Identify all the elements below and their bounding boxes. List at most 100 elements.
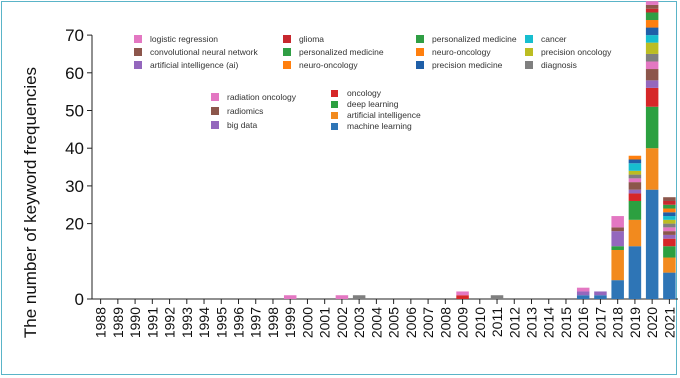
bar-segment [628, 178, 642, 183]
legend-label: radiation oncology [227, 92, 297, 102]
bar-segment [645, 61, 659, 70]
x-tick-label: 1997 [248, 307, 264, 338]
bar-segment [628, 200, 642, 220]
legend-label: precision oncology [541, 47, 612, 57]
x-tick-label: 2000 [299, 307, 315, 338]
legend-label: cancer [541, 34, 567, 44]
legend-swatch [134, 61, 142, 69]
y-tick-label: 30 [65, 177, 84, 196]
legend-swatch [331, 112, 338, 119]
bar-segment [663, 212, 676, 217]
bar-segment [628, 246, 642, 299]
bar-segment [456, 291, 469, 296]
bar-segment [611, 231, 624, 247]
bar-segment [663, 216, 676, 220]
bar-segment [576, 291, 590, 296]
x-tick-label: 1990 [127, 307, 143, 338]
y-tick-label: 60 [65, 64, 84, 83]
legend-label: neuro-oncology [432, 47, 491, 57]
bar-segment [663, 272, 676, 299]
legend-label: radiomics [227, 106, 263, 116]
x-tick-label: 1999 [282, 307, 298, 338]
bar-segment [628, 182, 642, 190]
y-tick-label: 40 [65, 139, 84, 158]
legend-label: big data [227, 120, 258, 130]
x-tick-label: 1996 [231, 307, 247, 338]
bar-segment [645, 80, 659, 88]
bar-segment [594, 295, 607, 299]
legend-label: personalized medicine [432, 34, 517, 44]
x-tick-label: 2010 [472, 307, 488, 338]
legend-swatch [211, 107, 219, 115]
bar-segment [663, 223, 676, 228]
x-tick-label: 2009 [455, 307, 471, 338]
x-tick-label: 2015 [558, 307, 574, 338]
x-tick-label: 1991 [144, 307, 160, 338]
bar-segment [645, 35, 659, 43]
legend-swatch [283, 48, 291, 56]
bar-segment [645, 69, 659, 81]
legend-swatch [211, 121, 219, 129]
bar-segment [645, 189, 659, 299]
x-tick-label: 1989 [110, 307, 126, 338]
x-tick-label: 2012 [506, 307, 522, 338]
x-tick-label: 2016 [575, 307, 591, 338]
bar-segment [628, 219, 642, 247]
bar-segment [663, 231, 676, 235]
legend-label: precision medicine [432, 60, 503, 70]
legend-label: logistic regression [150, 34, 218, 44]
y-tick-label: 20 [65, 215, 84, 234]
legend-swatch [211, 93, 219, 101]
bar-segment [663, 200, 676, 205]
bar-segment [628, 193, 642, 201]
bar-segment [645, 12, 659, 21]
bar-segment [645, 148, 659, 190]
x-tick-label: 2020 [644, 307, 660, 338]
legend-swatch [331, 101, 338, 108]
legend-label: glioma [299, 34, 324, 44]
bar-segment [456, 295, 469, 299]
bar-segment [663, 257, 676, 273]
bar-segment [645, 53, 659, 62]
bar-segment [663, 208, 676, 213]
bar-segment [663, 227, 676, 232]
bar-segment [628, 159, 642, 164]
bar-segment [663, 234, 676, 239]
bar-segment [663, 204, 676, 209]
legend-swatch [283, 35, 291, 43]
legend-label: machine learning [347, 121, 412, 131]
bar-segment [490, 295, 504, 299]
bar-segment [663, 246, 676, 258]
bar-segment [611, 246, 624, 250]
bar-segment [663, 219, 676, 224]
legend-swatch [134, 48, 142, 56]
legend-label: convolutional neural network [150, 47, 258, 57]
bar-segment [645, 8, 659, 13]
legend-label: deep learning [347, 99, 399, 109]
legend-swatch [416, 35, 424, 43]
bar-segment [663, 238, 676, 247]
x-tick-label: 2019 [627, 307, 643, 338]
bar-segment [352, 295, 366, 299]
x-tick-label: 2007 [420, 307, 436, 338]
bar-segment [611, 216, 624, 228]
x-tick-label: 1992 [162, 307, 178, 338]
x-tick-label: 2008 [437, 307, 453, 338]
y-tick-label: 50 [65, 102, 84, 121]
legend-label: oncology [347, 88, 382, 98]
x-tick-label: 2005 [386, 307, 402, 338]
y-tick-label: 0 [75, 290, 84, 309]
bar-segment [628, 189, 642, 194]
legend-label: personalized medicine [299, 47, 384, 57]
legend-swatch [416, 61, 424, 69]
bar-segment [645, 1, 659, 5]
legend-label: neuro-oncology [299, 60, 358, 70]
legend-swatch [283, 61, 291, 69]
x-tick-label: 2011 [489, 307, 505, 337]
bar-segment [628, 163, 642, 171]
y-tick-label: 70 [65, 26, 84, 45]
legend-label: artificial intelligence [347, 110, 421, 120]
bar-segment [645, 87, 659, 107]
